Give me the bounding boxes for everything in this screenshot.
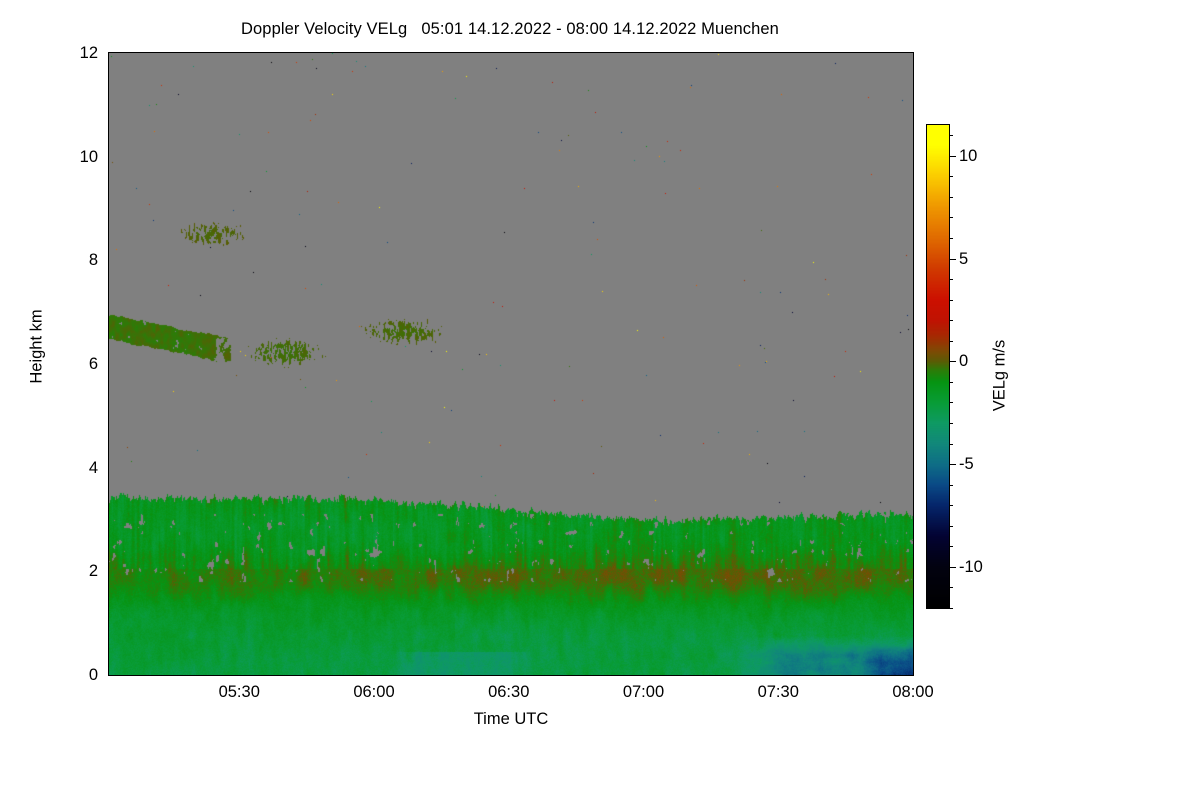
colorbar-tick-minor xyxy=(950,485,953,486)
colorbar-tick-label: -5 xyxy=(959,455,974,474)
colorbar-tick-minor xyxy=(950,526,953,527)
colorbar-tick-minor xyxy=(950,423,953,424)
y-tick-label: 2 xyxy=(88,562,98,581)
y-tick-label: 10 xyxy=(79,147,98,166)
colorbar-tick-minor xyxy=(950,402,953,403)
x-tick-label: 07:30 xyxy=(757,683,799,701)
colorbar-tick-label: 0 xyxy=(959,352,969,371)
y-tick-major-right xyxy=(0,49,9,50)
x-tick-label: 07:00 xyxy=(622,683,665,701)
x-tick-major xyxy=(0,322,1,331)
doppler-velocity-heatmap[interactable] xyxy=(109,53,913,675)
colorbar-tick-minor xyxy=(950,608,953,609)
colorbar-tick-minor xyxy=(950,444,953,445)
colorbar-tick-minor xyxy=(950,217,953,218)
colorbar-tick-minor xyxy=(950,505,953,506)
x-axis-title: Time UTC xyxy=(473,710,549,728)
x-tick-major-top xyxy=(0,331,1,340)
x-tick-major xyxy=(0,90,1,99)
colorbar-tick-major xyxy=(950,259,956,260)
colorbar-tick-minor xyxy=(950,135,953,136)
colorbar-tick-minor xyxy=(950,300,953,301)
axis-decorations: 0 2 4 6 8 10 12 05:30 06:00 06:30 07:00 07:30 08:00 xyxy=(0,0,1200,700)
x-tick-major-top xyxy=(0,157,1,166)
y-tick-label: 6 xyxy=(88,355,98,373)
colorbar-tick-minor xyxy=(950,197,953,198)
colorbar-tick-minor xyxy=(950,587,953,588)
colorbar-tick-label: 10 xyxy=(959,146,978,165)
colorbar-tick-minor xyxy=(950,546,953,547)
y-tick-label: 12 xyxy=(79,44,98,62)
chart-title: Doppler Velocity VELg 05:01 14.12.2022 -… xyxy=(241,20,779,38)
colorbar-tick-label: 5 xyxy=(959,249,969,268)
colorbar-tick-minor xyxy=(950,238,953,239)
y-tick-label: 0 xyxy=(88,666,98,684)
colorbar-tick-major xyxy=(950,156,956,157)
colorbar[interactable] xyxy=(926,124,950,609)
x-tick-major xyxy=(0,206,1,215)
colorbar-gradient xyxy=(927,125,949,608)
x-tick-major xyxy=(0,264,1,273)
x-tick-major-top xyxy=(0,99,1,108)
x-tick-label: 05:30 xyxy=(218,683,260,701)
colorbar-tick-major xyxy=(950,361,956,362)
colorbar-tick-minor xyxy=(950,320,953,321)
y-tick-label: 8 xyxy=(88,251,98,270)
x-tick-major xyxy=(0,380,1,389)
plot-area[interactable] xyxy=(108,52,914,676)
colorbar-tick-minor xyxy=(950,382,953,383)
x-tick-label: 08:00 xyxy=(892,683,934,701)
colorbar-tick-major xyxy=(950,567,956,568)
y-axis-title: Height km xyxy=(27,309,46,384)
colorbar-title: VELg m/s xyxy=(990,339,1009,412)
colorbar-tick-minor xyxy=(950,176,953,177)
colorbar-tick-minor xyxy=(950,279,953,280)
y-tick-label: 4 xyxy=(88,458,98,477)
x-tick-major-top xyxy=(0,389,1,398)
x-tick-major-top xyxy=(0,215,1,224)
x-tick-major-top xyxy=(0,273,1,282)
x-tick-major xyxy=(0,148,1,157)
colorbar-tick-major xyxy=(950,464,956,465)
colorbar-tick-label: -10 xyxy=(959,557,983,576)
colorbar-tick-minor xyxy=(950,341,953,342)
x-tick-label: 06:30 xyxy=(488,683,530,701)
x-tick-label: 06:00 xyxy=(353,683,395,701)
